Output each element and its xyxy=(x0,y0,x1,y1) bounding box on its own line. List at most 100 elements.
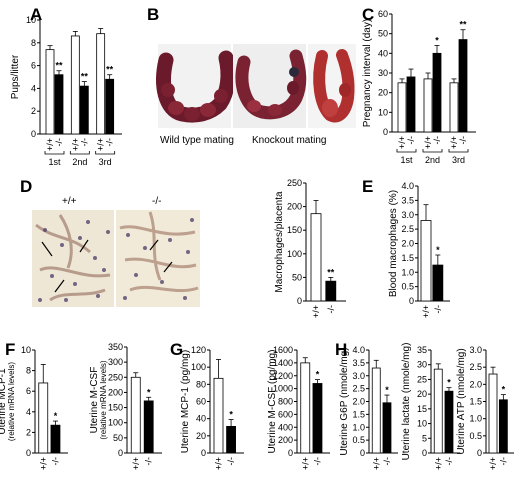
chart-h-uterine-lactate: 0 5 10 15 20 25 30 35 Uterine lactate (nmole/mg)… xyxy=(401,343,460,470)
y-tick-label: 0 xyxy=(422,448,427,458)
y-tick-label: 20 xyxy=(417,389,427,399)
y-tick-label: 4.0 xyxy=(401,181,414,191)
y-tick-label: 250 xyxy=(108,372,123,382)
group-bracket xyxy=(95,151,116,155)
y-tick-label: 2.5 xyxy=(401,224,414,234)
significance-marker: ** xyxy=(55,61,63,71)
y-tick-label: 100 xyxy=(108,418,123,428)
y-tick-label: 50 xyxy=(378,29,388,39)
y-tick-label: 50 xyxy=(113,433,123,443)
y-tick-label: 0 xyxy=(201,448,206,458)
y-tick-label: 0 xyxy=(118,448,123,458)
y-tick-label: 3.5 xyxy=(352,358,365,368)
y-tick-label: 1.5 xyxy=(401,253,414,263)
significance-marker: * xyxy=(147,387,151,397)
category-label: -/- xyxy=(144,457,154,466)
y-tick-label: 1.0 xyxy=(401,267,414,277)
significance-marker: * xyxy=(54,411,58,421)
bar-ko xyxy=(143,400,154,454)
category-label: 2nd xyxy=(72,157,87,167)
bar-wt xyxy=(488,373,498,454)
y-tick-label: 2.5 xyxy=(469,362,482,372)
y-tick-label: 0.5 xyxy=(401,282,414,292)
genotype-label: -/- xyxy=(406,136,416,145)
histology-wt-label: +/+ xyxy=(62,196,77,207)
chart-f-uterine-mcsf-mrna: 0 50 100 150 200 250 300 350 Uterine M-CSF (relat… xyxy=(89,342,162,470)
y-tick-label: 1.0 xyxy=(352,422,365,432)
bar-ko xyxy=(498,399,508,454)
y-tick-label: 0 xyxy=(383,127,388,137)
y-tick-label: 20 xyxy=(196,431,206,441)
histology-knockout xyxy=(116,210,200,307)
bar-wt xyxy=(423,78,433,133)
y-tick-label: 0 xyxy=(297,296,302,306)
y-tick-label: 2.0 xyxy=(401,239,414,249)
y-tick-label: 0 xyxy=(31,129,36,139)
significance-marker: * xyxy=(436,245,440,255)
y-tick-label: 1600 xyxy=(273,345,293,355)
y-tick-label: 15 xyxy=(417,404,427,414)
y-tick-label: 200 xyxy=(287,202,302,212)
significance-marker: * xyxy=(447,378,451,388)
y-tick-label: 0 xyxy=(409,296,414,306)
bar-wt xyxy=(38,382,49,454)
genotype-label: -/- xyxy=(105,138,115,147)
y-tick-label: 6 xyxy=(31,61,36,71)
wild-type-mating-label: Wild type mating xyxy=(160,135,234,146)
y-tick-label: 35 xyxy=(417,345,427,355)
significance-marker: * xyxy=(229,410,233,420)
bar-wt xyxy=(130,376,141,454)
y-axis-label: Uterine MCP-1 (pg/mg) xyxy=(180,350,191,453)
category-label: +/+ xyxy=(433,457,443,470)
bar-ko xyxy=(50,424,61,454)
photo-knockout-uterus-2 xyxy=(308,44,356,128)
bar-ko xyxy=(226,425,236,454)
y-tick-label: 3.5 xyxy=(401,195,414,205)
y-axis-label: Uterine MCP-1 xyxy=(0,368,8,435)
group-bracket xyxy=(422,149,443,153)
category-label: -/- xyxy=(382,457,392,466)
y-tick-label: 10 xyxy=(26,15,36,25)
y-axis-label: Uterine ATP (nmole/mg) xyxy=(456,348,467,454)
bar-wt xyxy=(300,362,311,454)
category-label: +/+ xyxy=(131,457,141,470)
y-tick-label: 10 xyxy=(21,345,31,355)
y-tick-label: 2.0 xyxy=(352,397,365,407)
category-label: -/- xyxy=(50,457,60,466)
y-tick-label: 30 xyxy=(417,360,427,370)
y-tick-label: 600 xyxy=(278,409,293,419)
y-tick-label: 350 xyxy=(108,342,123,352)
category-label: -/- xyxy=(433,305,443,314)
significance-marker: * xyxy=(502,385,506,395)
y-tick-label: 150 xyxy=(287,225,302,235)
bar-ko xyxy=(382,402,392,454)
knockout-mating-label: Knockout mating xyxy=(252,135,327,146)
y-tick-label: 1.5 xyxy=(352,409,365,419)
y-tick-label: 30 xyxy=(378,68,388,78)
genotype-label: -/- xyxy=(432,136,442,145)
genotype-label: +/+ xyxy=(45,138,55,151)
bar-ko xyxy=(325,280,337,302)
y-tick-label: 20 xyxy=(378,88,388,98)
category-label: +/+ xyxy=(300,457,310,470)
genotype-label: +/+ xyxy=(96,138,106,151)
category-label: +/+ xyxy=(38,457,48,470)
category-label: -/- xyxy=(226,457,236,466)
y-tick-label: 300 xyxy=(108,357,123,367)
y-axis-label: Uterine M-CSF xyxy=(89,367,100,434)
panel-letter-f: F xyxy=(5,340,15,359)
y-tick-label: 1.5 xyxy=(469,397,482,407)
bar-wt xyxy=(420,220,432,302)
y-tick-label: 2.5 xyxy=(352,384,365,394)
y-tick-label: 200 xyxy=(108,387,123,397)
y-axis-label: Uterine M-CSF (pg/mg) xyxy=(267,350,278,454)
category-label: 1st xyxy=(400,155,413,165)
chart-f-uterine-mcp1-mrna: 0 2 4 6 8 10 Uterine MCP-1 (relative mRNA level… xyxy=(0,345,68,470)
histology-wild-type xyxy=(32,210,114,307)
bar-ko xyxy=(432,264,444,302)
